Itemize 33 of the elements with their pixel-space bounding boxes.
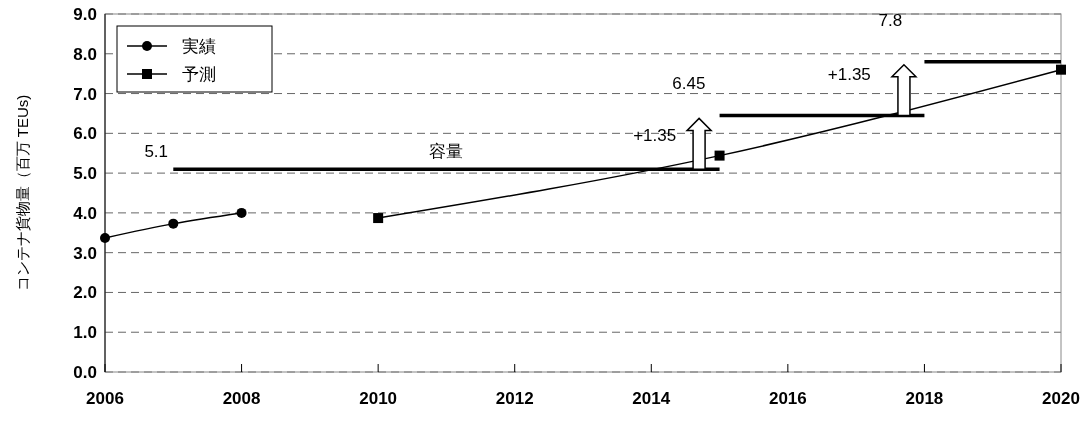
annotation: 7.8	[878, 10, 903, 30]
y-tick-label: 4.0	[73, 203, 97, 223]
y-tick-label: 8.0	[73, 44, 97, 64]
y-tick-label: 0.0	[73, 363, 97, 382]
y-tick-label: 3.0	[73, 243, 97, 263]
annotation: +1.35	[633, 126, 677, 146]
x-tick-label: 2020	[1042, 389, 1080, 408]
legend-label: 実績	[182, 37, 216, 56]
y-tick-label: 7.0	[73, 84, 97, 104]
annotation: 容量	[429, 142, 464, 162]
x-tick-label: 2018	[905, 389, 944, 408]
annotation: 6.45	[672, 74, 706, 94]
annotation: +1.35	[827, 65, 871, 85]
point	[373, 213, 384, 224]
y-tick-label: 6.0	[73, 124, 97, 144]
legend-label: 予測	[182, 65, 216, 84]
x-tick-label: 2014	[632, 389, 671, 408]
y-tick-label: 5.0	[73, 164, 97, 184]
x-tick-label: 2016	[768, 389, 807, 408]
point	[100, 232, 110, 243]
point	[236, 207, 247, 218]
x-tick-label: 2006	[86, 389, 124, 408]
y-tick-label: 1.0	[73, 323, 97, 343]
y-tick-label: 2.0	[73, 283, 97, 303]
annotation: 5.1	[144, 142, 169, 162]
point	[168, 218, 179, 229]
x-tick-label: 2008	[222, 389, 261, 408]
point	[1056, 64, 1066, 75]
point	[714, 150, 725, 161]
y-tick-label: 9.0	[73, 5, 97, 24]
x-tick-label: 2010	[359, 389, 398, 408]
x-tick-label: 2012	[495, 389, 534, 408]
y-axis-title: コンテナ貨物量（百万 TEUs)	[14, 94, 31, 292]
